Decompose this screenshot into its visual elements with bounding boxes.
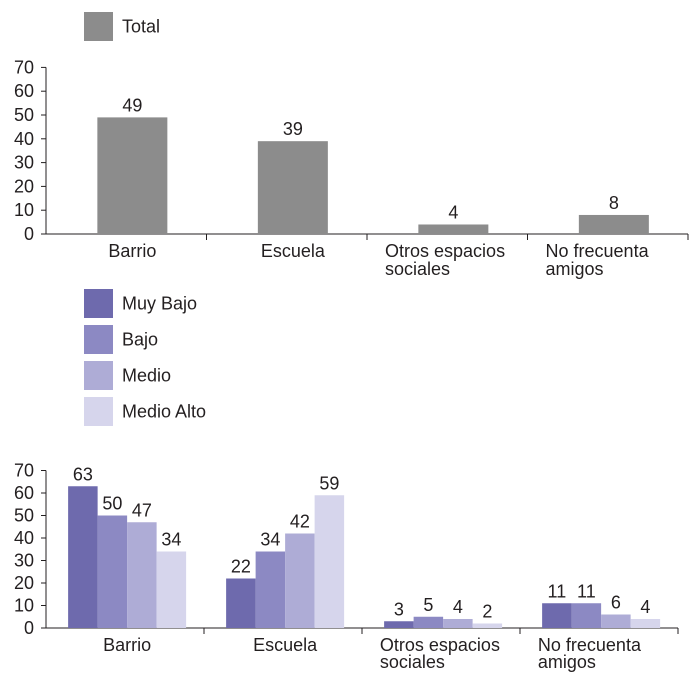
bar-1-0-3 — [156, 551, 187, 628]
bar-1-1-2 — [285, 533, 315, 628]
legend-label-1-3: Medio Alto — [122, 402, 206, 422]
value-label-1-0-0: 63 — [73, 464, 93, 484]
y-tick-label-0-4: 40 — [14, 129, 34, 149]
legend-swatch-1-3 — [84, 397, 113, 426]
bar-1-1-1 — [255, 551, 286, 628]
legend-swatch-1-1 — [84, 325, 113, 354]
category-label-1-3-1: amigos — [538, 652, 596, 672]
value-label-0-1-0: 39 — [283, 119, 303, 139]
y-tick-label-1-2: 20 — [14, 573, 34, 593]
category-label-1-1-0: Escuela — [253, 635, 318, 655]
bar-0-0-0 — [97, 117, 168, 234]
bar-1-0-0 — [68, 486, 98, 628]
bar-0-2-0 — [418, 224, 489, 234]
y-tick-label-1-3: 30 — [14, 551, 34, 571]
value-label-0-3-0: 8 — [609, 193, 619, 213]
category-label-0-0-0: Barrio — [108, 241, 156, 261]
value-label-1-0-3: 34 — [161, 530, 181, 550]
y-tick-label-1-1: 10 — [14, 596, 34, 616]
value-label-1-0-1: 50 — [102, 494, 122, 514]
legend-swatch-1-2 — [84, 361, 113, 390]
bar-1-2-3 — [472, 623, 503, 628]
bar-1-3-3 — [630, 619, 661, 628]
category-label-0-1-0: Escuela — [261, 241, 326, 261]
y-tick-label-0-5: 50 — [14, 105, 34, 125]
value-label-1-3-0: 11 — [548, 581, 567, 601]
value-label-1-3-3: 4 — [640, 597, 650, 617]
value-label-0-2-0: 4 — [448, 202, 458, 222]
y-tick-label-1-7: 70 — [14, 461, 34, 481]
bar-1-2-2 — [443, 619, 473, 628]
legend-label-1-2: Medio — [122, 366, 171, 386]
value-label-1-1-3: 59 — [319, 473, 339, 493]
legend-swatch-1-0 — [84, 289, 113, 318]
value-label-1-3-1: 11 — [577, 581, 596, 601]
y-tick-label-1-4: 40 — [14, 528, 34, 548]
value-label-1-1-1: 34 — [260, 530, 280, 550]
category-label-1-2-1: sociales — [380, 652, 445, 672]
value-label-1-2-2: 4 — [453, 597, 463, 617]
y-tick-label-0-7: 70 — [14, 57, 34, 77]
y-tick-label-0-1: 10 — [14, 200, 34, 220]
category-label-1-2-0: Otros espacios — [380, 635, 500, 655]
value-label-1-0-2: 47 — [132, 500, 152, 520]
bar-1-3-0 — [542, 603, 572, 628]
y-tick-label-0-3: 30 — [14, 153, 34, 173]
bar-1-1-0 — [226, 578, 256, 628]
y-tick-label-0-0: 0 — [24, 224, 34, 244]
value-label-0-0-0: 49 — [122, 95, 142, 115]
category-label-0-3-1: amigos — [546, 259, 604, 279]
bar-0-3-0 — [578, 214, 649, 234]
value-label-1-2-3: 2 — [482, 602, 492, 622]
y-tick-label-1-5: 50 — [14, 506, 34, 526]
bar-1-0-1 — [97, 515, 128, 628]
category-label-0-2-1: sociales — [385, 259, 450, 279]
bar-1-2-0 — [384, 621, 414, 628]
bar-1-3-1 — [571, 603, 602, 628]
value-label-1-1-0: 22 — [231, 557, 251, 577]
value-label-1-2-0: 3 — [394, 599, 404, 619]
legend-label-1-1: Bajo — [122, 330, 158, 350]
chart-total: Total 0 10 20 30 40 50 60 70 49 Barrio 39 Escuela 4 Ot… — [14, 12, 689, 279]
y-tick-label-0-2: 20 — [14, 176, 34, 196]
bar-1-1-3 — [314, 495, 345, 628]
value-label-1-1-2: 42 — [290, 512, 310, 532]
value-label-1-2-1: 5 — [423, 595, 433, 615]
bar-1-3-2 — [601, 614, 631, 628]
bar-1-0-2 — [127, 522, 157, 628]
bar-0-1-0 — [257, 141, 328, 234]
category-label-1-3-0: No frecuenta — [538, 635, 642, 655]
category-label-0-2-0: Otros espacios — [385, 241, 505, 261]
legend-swatch-0-0 — [84, 12, 113, 41]
category-label-1-0-0: Barrio — [103, 635, 151, 655]
y-tick-label-1-6: 60 — [14, 483, 34, 503]
value-label-1-3-2: 6 — [611, 593, 621, 613]
bar-1-2-1 — [413, 616, 444, 628]
legend-label-1-0: Muy Bajo — [122, 294, 197, 314]
legend-label-0-0: Total — [122, 17, 160, 37]
y-tick-label-0-6: 60 — [14, 81, 34, 101]
y-tick-label-1-0: 0 — [24, 618, 34, 638]
category-label-0-3-0: No frecuenta — [546, 241, 650, 261]
